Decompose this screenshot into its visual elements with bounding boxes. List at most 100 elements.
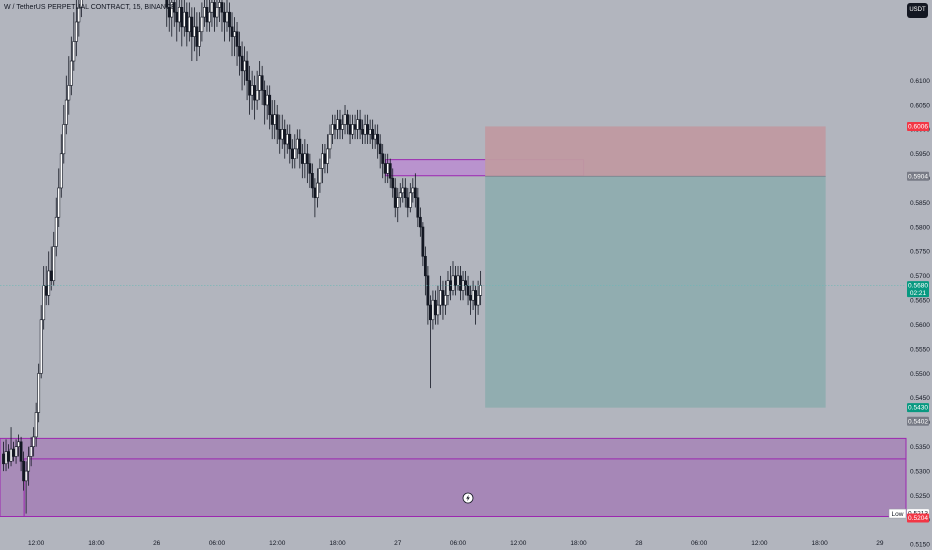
candle-body <box>57 187 61 218</box>
candle <box>240 41 244 91</box>
candle <box>396 187 400 223</box>
zones-layer <box>0 159 907 517</box>
price-tag-value: 0.5430 <box>908 405 928 412</box>
demand-zone-outer <box>0 437 907 517</box>
candle-body <box>27 456 31 472</box>
candle <box>451 261 455 296</box>
candle-body <box>29 446 33 457</box>
price-tag: 0.5402 <box>907 416 929 426</box>
candle <box>225 0 229 32</box>
candle-body <box>9 448 13 462</box>
candle <box>218 0 221 22</box>
candle-body <box>190 16 194 37</box>
candle <box>260 65 264 105</box>
candle <box>37 363 41 423</box>
candle-body <box>398 192 402 199</box>
candle <box>268 85 272 130</box>
candle <box>456 266 460 291</box>
candle-body <box>343 114 347 125</box>
candle-body <box>351 124 354 135</box>
candle <box>331 114 334 145</box>
candle-body <box>353 124 357 130</box>
candle <box>22 451 26 491</box>
candle <box>449 266 452 301</box>
candle <box>34 402 38 447</box>
y-tick-label: 0.5750 <box>910 249 930 256</box>
candle-body <box>318 168 322 184</box>
candle-body <box>366 124 370 135</box>
candle-body <box>37 373 41 413</box>
candle <box>172 0 176 27</box>
candle <box>376 124 380 159</box>
y-tick-label: 0.5350 <box>910 444 930 451</box>
candle <box>441 280 445 320</box>
time-axis[interactable]: 12:00 18:00 26 06:00 12:00 18:00 27 06:00 12:00 1… <box>28 540 884 547</box>
y-tick-label: 0.5150 <box>910 542 930 549</box>
x-tick-label: 26 <box>153 540 161 547</box>
candle <box>2 441 5 472</box>
candle-body <box>336 119 339 130</box>
candle <box>47 251 51 306</box>
price-tag-value: 0.5204 <box>908 515 928 522</box>
currency-badge[interactable]: USDT <box>907 3 928 18</box>
candle-body <box>368 129 372 135</box>
candle <box>7 444 10 469</box>
candle <box>79 0 83 18</box>
candle-body <box>203 7 206 18</box>
candle <box>9 427 13 467</box>
candle-body <box>383 163 387 174</box>
candle-body <box>293 148 297 159</box>
candle-body <box>19 441 23 462</box>
price-tag-box <box>907 281 929 298</box>
x-tick-label: 06:00 <box>691 540 708 547</box>
candle-body <box>49 270 53 282</box>
candle <box>253 75 257 120</box>
candle-body <box>255 90 259 101</box>
candle <box>265 85 269 120</box>
candle <box>326 134 329 174</box>
price-tag-value: 0.5904 <box>908 173 928 180</box>
candle <box>358 109 362 140</box>
candle-body <box>363 124 367 135</box>
candle <box>321 144 324 184</box>
candle-body <box>308 163 312 174</box>
candle <box>328 124 332 159</box>
candle <box>346 109 349 135</box>
candle <box>411 178 415 203</box>
candle <box>421 222 425 267</box>
candle-body <box>243 60 246 72</box>
lightning-icon[interactable] <box>462 492 474 504</box>
short-position-tool[interactable] <box>485 126 826 408</box>
candle-body <box>278 129 282 140</box>
candle <box>310 163 314 198</box>
price-axis[interactable]: 0.61000.60500.60000.59500.59000.58500.58… <box>910 78 930 549</box>
candle <box>235 21 239 66</box>
candle <box>255 70 259 110</box>
candle-body <box>210 2 214 13</box>
candle-body <box>298 138 302 155</box>
candle-body <box>454 275 457 286</box>
candle-body <box>431 299 435 321</box>
candle <box>373 124 377 149</box>
candle <box>248 65 252 115</box>
candle <box>295 129 299 159</box>
candle <box>180 0 184 47</box>
y-tick-label: 0.5450 <box>910 395 930 402</box>
candle-body <box>62 124 66 155</box>
candle <box>165 0 169 27</box>
candle <box>479 270 483 306</box>
candle <box>416 187 420 228</box>
x-tick-label: 12:00 <box>510 540 527 547</box>
candle <box>175 0 179 42</box>
candle <box>57 168 61 228</box>
candle <box>285 124 289 154</box>
y-tick-label: 0.5600 <box>910 322 930 329</box>
candle <box>323 144 327 174</box>
candle <box>197 12 201 57</box>
y-tick-label: 0.5300 <box>910 468 930 475</box>
candle-body <box>464 280 467 286</box>
price-tag-box <box>907 513 929 523</box>
candle <box>469 285 472 315</box>
candle <box>39 305 43 379</box>
